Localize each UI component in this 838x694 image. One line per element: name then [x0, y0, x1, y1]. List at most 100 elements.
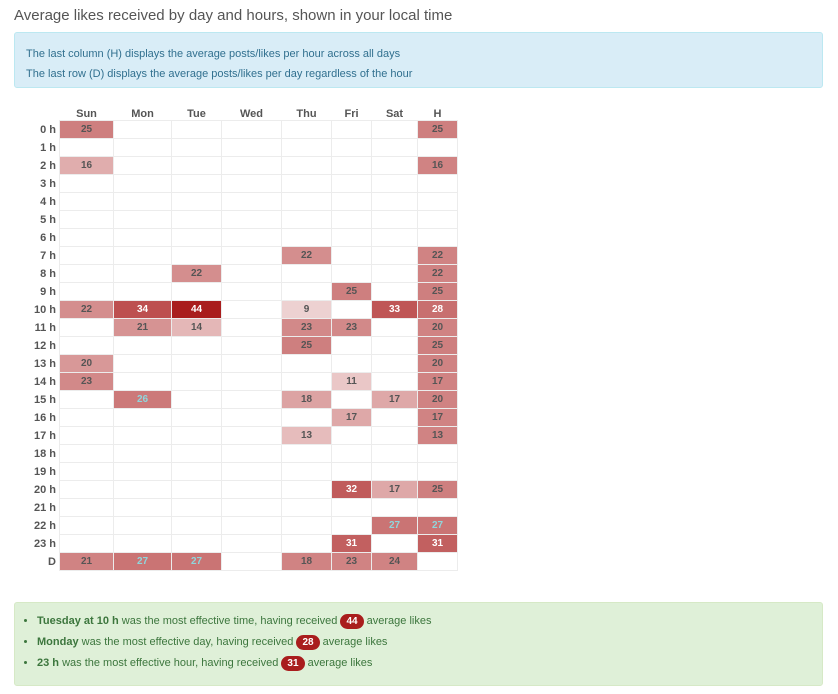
heatmap-row: 2 h 16 16 — [10, 156, 458, 175]
row-label: 9 h — [40, 285, 56, 298]
heatmap-cell — [331, 210, 372, 229]
heatmap-row: 17 h 13 13 — [10, 426, 458, 445]
heatmap-cell — [281, 516, 332, 535]
heatmap-cell — [113, 228, 172, 247]
heatmap-cell — [59, 282, 114, 301]
heatmap-cell — [171, 210, 222, 229]
heatmap-cell — [221, 408, 282, 427]
row-label: 8 h — [40, 267, 56, 280]
heatmap-cell: 20 — [417, 390, 458, 409]
heatmap-cell — [113, 156, 172, 175]
heatmap-cell — [221, 264, 282, 283]
heatmap-row: 3 h — [10, 174, 458, 193]
heatmap-row: 10 h 22 34 44 9 33 28 — [10, 300, 458, 319]
heatmap-cell: 22 — [417, 246, 458, 265]
heatmap-cell — [281, 282, 332, 301]
likes-badge: 28 — [296, 635, 320, 650]
row-label: 7 h — [40, 249, 56, 262]
heatmap-cell: 11 — [331, 372, 372, 391]
heatmap-cell — [371, 264, 418, 283]
heatmap-cell — [171, 498, 222, 517]
heatmap-cell — [371, 444, 418, 463]
heatmap-cell — [59, 138, 114, 157]
heatmap-cell — [221, 156, 282, 175]
heatmap-cell — [331, 390, 372, 409]
heatmap-cell: 23 — [331, 552, 372, 571]
heatmap-cell — [113, 408, 172, 427]
heatmap-cell — [331, 300, 372, 319]
heatmap-cell — [417, 552, 458, 571]
summary-text-end: average likes — [304, 657, 373, 669]
heatmap-cell — [113, 480, 172, 499]
row-label: 21 h — [33, 501, 56, 514]
heatmap-cell — [371, 138, 418, 157]
heatmap-cell: 27 — [113, 552, 172, 571]
heatmap-cell: 22 — [281, 246, 332, 265]
summary-text-end: average likes — [363, 615, 432, 627]
heatmap-cell: 13 — [417, 426, 458, 445]
likes-badge: 44 — [340, 614, 364, 629]
row-label: 16 h — [33, 411, 56, 424]
heatmap-cell: 25 — [417, 282, 458, 301]
heatmap-cell — [371, 318, 418, 337]
heatmap-cell — [281, 174, 332, 193]
row-label: 19 h — [33, 465, 56, 478]
heatmap-cell — [371, 120, 418, 139]
heatmap-cell — [113, 372, 172, 391]
heatmap-cell — [59, 480, 114, 499]
summary-text: was the most effective day, having recei… — [78, 636, 297, 648]
heatmap-cell — [59, 390, 114, 409]
heatmap-cell — [113, 264, 172, 283]
summary-text: was the most effective hour, having rece… — [59, 657, 282, 669]
heatmap-cell — [417, 462, 458, 481]
heatmap-cell: 25 — [59, 120, 114, 139]
heatmap-row: 1 h — [10, 138, 458, 157]
heatmap-cell — [171, 228, 222, 247]
summary-highlight: Tuesday at 10 h — [37, 615, 119, 627]
heatmap-cell — [281, 408, 332, 427]
heatmap-cell: 16 — [59, 156, 114, 175]
heatmap-cell — [371, 156, 418, 175]
row-label: 13 h — [33, 357, 56, 370]
heatmap-cell — [171, 516, 222, 535]
heatmap-cell: 21 — [113, 318, 172, 337]
heatmap-cell — [331, 138, 372, 157]
row-label: 18 h — [33, 447, 56, 460]
heatmap-cell — [331, 444, 372, 463]
heatmap-cell — [417, 138, 458, 157]
row-label: 4 h — [40, 195, 56, 208]
heatmap-cell — [171, 534, 222, 553]
heatmap-cell — [59, 408, 114, 427]
heatmap-cell — [171, 156, 222, 175]
heatmap-row: 11 h 21 14 23 23 20 — [10, 318, 458, 337]
heatmap-cell — [281, 354, 332, 373]
row-label: 15 h — [33, 393, 56, 406]
heatmap-cell — [221, 174, 282, 193]
heatmap-cell: 25 — [417, 120, 458, 139]
heatmap-cell: 21 — [59, 552, 114, 571]
heatmap-cell: 16 — [417, 156, 458, 175]
heatmap-cell — [171, 480, 222, 499]
summary-highlight: 23 h — [37, 657, 60, 669]
row-label: 22 h — [33, 519, 56, 532]
heatmap-cell: 22 — [59, 300, 114, 319]
heatmap-row: 19 h — [10, 462, 458, 481]
heatmap-cell — [113, 120, 172, 139]
summary-text: was the most effective time, having rece… — [118, 615, 341, 627]
column-header-sun: Sun — [76, 108, 97, 120]
heatmap-row: D 21 27 27 18 23 24 — [10, 552, 458, 571]
heatmap-cell: 17 — [371, 390, 418, 409]
heatmap-cell — [281, 534, 332, 553]
heatmap-cell: 22 — [171, 264, 222, 283]
heatmap-cell — [171, 354, 222, 373]
heatmap-cell: 44 — [171, 300, 222, 319]
heatmap-cell — [417, 228, 458, 247]
heatmap-cell — [113, 138, 172, 157]
heatmap-cell — [331, 516, 372, 535]
heatmap-cell — [221, 336, 282, 355]
summary-item: 23 h was the most effective hour, having… — [37, 653, 822, 674]
heatmap-cell — [171, 444, 222, 463]
heatmap-cell — [113, 498, 172, 517]
heatmap-cell — [171, 462, 222, 481]
heatmap-cell — [59, 264, 114, 283]
